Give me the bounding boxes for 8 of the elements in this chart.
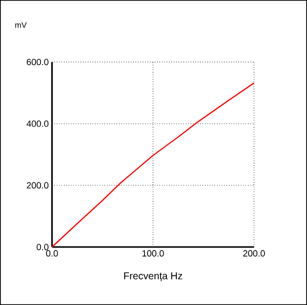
x-axis-title: Frecvența Hz bbox=[124, 272, 182, 282]
x-tick-label: 100.0 bbox=[142, 250, 164, 257]
y-tick-label: 400.0 bbox=[26, 120, 48, 127]
y-tick-label: 200.0 bbox=[26, 182, 48, 189]
y-tick-label: 600.0 bbox=[26, 58, 48, 66]
y-tick-label: 0.0 bbox=[36, 244, 48, 250]
x-tick-label: 200.0 bbox=[243, 250, 265, 257]
x-tick-label: 0.0 bbox=[46, 250, 58, 257]
